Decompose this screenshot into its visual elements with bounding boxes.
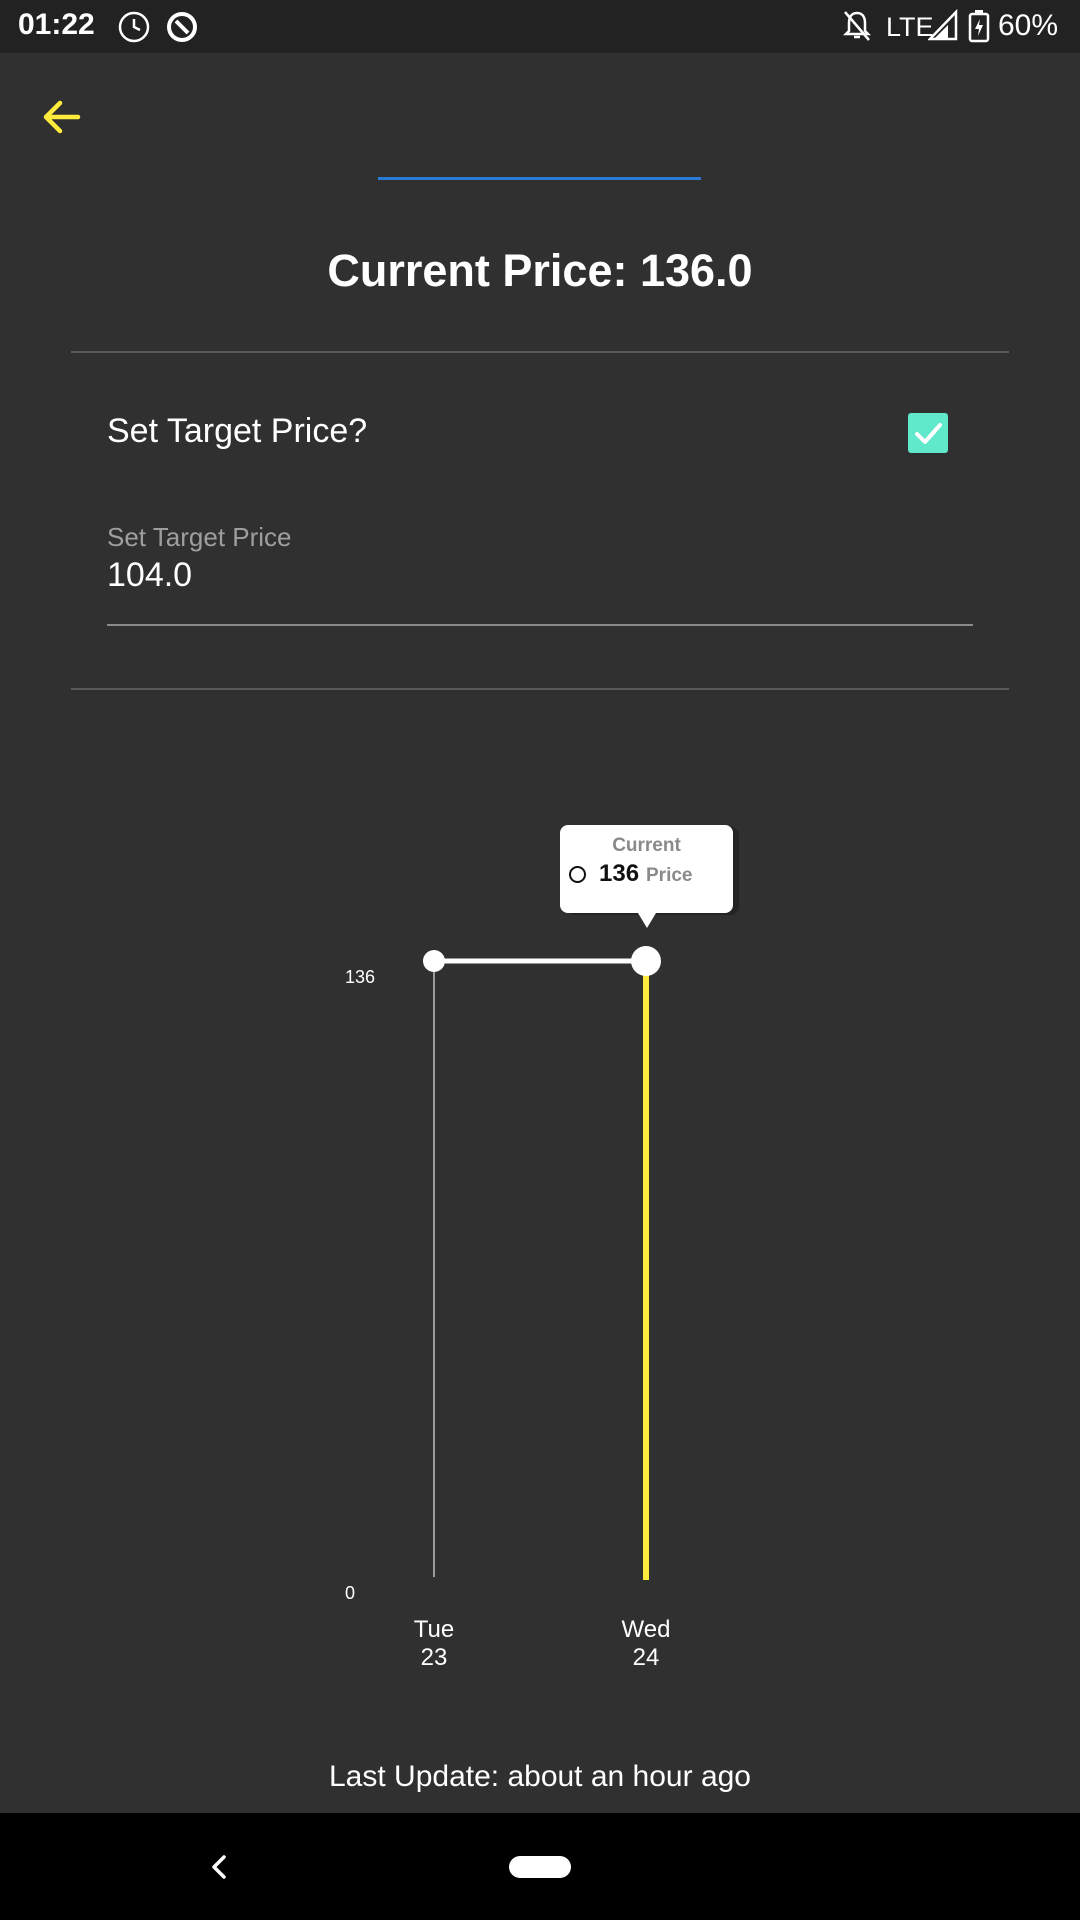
divider-bottom xyxy=(71,688,1009,690)
target-price-checkbox[interactable] xyxy=(908,413,948,453)
x-tick-label: 24 xyxy=(633,1644,660,1671)
data-saver-icon xyxy=(167,12,197,42)
selected-data-point xyxy=(631,946,661,976)
nav-home-button[interactable] xyxy=(509,1856,571,1878)
x-tick-label: 23 xyxy=(421,1644,448,1671)
target-price-input[interactable]: 104.0 xyxy=(107,556,193,594)
network-type: LTE xyxy=(886,12,934,42)
battery-charging-icon xyxy=(968,10,990,43)
notifications-off-icon xyxy=(842,11,872,41)
last-update-text: Last Update: about an hour ago xyxy=(329,1760,751,1793)
navigation-bar xyxy=(0,1813,1080,1920)
y-tick-label: 136 xyxy=(345,967,375,987)
battery-level: 60% xyxy=(998,9,1059,42)
tooltip-series-name: Price xyxy=(646,865,693,886)
status-time: 01:22 xyxy=(18,8,95,41)
target-toggle-label: Set Target Price? xyxy=(107,412,368,450)
divider-top xyxy=(71,351,1009,353)
x-tick-label: Tue xyxy=(414,1616,454,1643)
x-tick-label: Wed xyxy=(622,1616,671,1643)
y-tick-label: 0 xyxy=(345,1583,355,1603)
status-bar: 01:22 LTE 60% xyxy=(0,0,1080,53)
tab-indicator xyxy=(378,177,701,180)
tooltip-series-marker xyxy=(569,866,586,883)
clock-icon xyxy=(118,11,150,43)
tooltip-title: Current xyxy=(612,835,681,856)
tooltip-value: 136 xyxy=(599,860,640,887)
page-title: Current Price: 136.0 xyxy=(327,245,753,296)
data-point xyxy=(423,950,445,972)
check-icon xyxy=(915,423,942,444)
chart-tooltip: Current 136 Price xyxy=(560,825,733,928)
target-price-field-underline xyxy=(107,624,973,626)
back-arrow-icon[interactable] xyxy=(38,92,88,142)
target-price-field-label: Set Target Price xyxy=(107,522,292,552)
signal-icon xyxy=(928,9,958,41)
nav-back-icon[interactable] xyxy=(204,1849,234,1885)
